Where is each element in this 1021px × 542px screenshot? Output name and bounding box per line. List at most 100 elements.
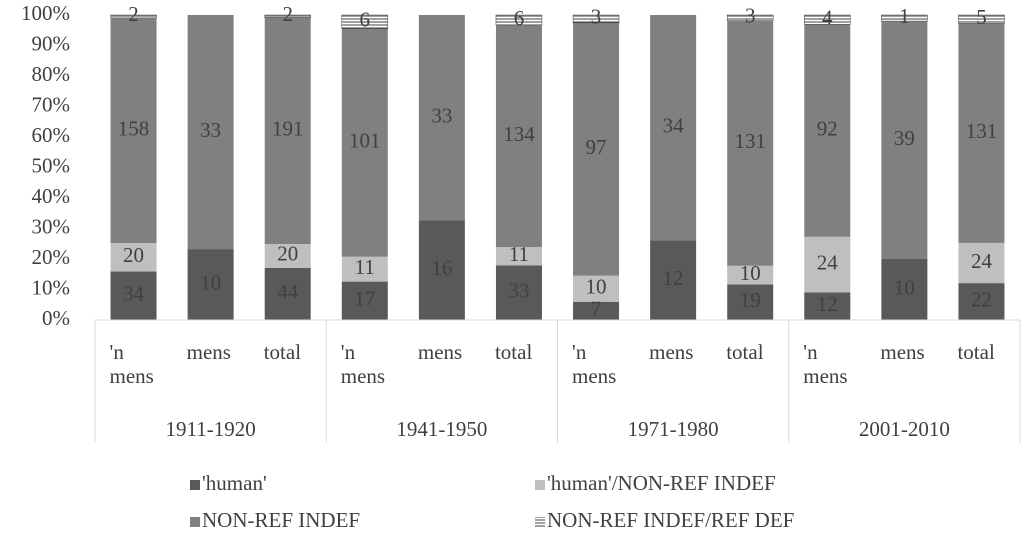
x-tick-label: 'n mens	[109, 340, 154, 388]
bar-segment	[264, 267, 311, 320]
bar-segment	[881, 259, 928, 320]
data-label: 3	[591, 5, 602, 29]
x-tick-label: total	[957, 340, 995, 364]
data-label: 16	[431, 256, 452, 280]
data-label: 10	[740, 261, 761, 285]
bar-segment	[110, 17, 157, 244]
data-label: 5	[976, 5, 987, 29]
bar-segment	[958, 283, 1005, 320]
data-label: 20	[123, 243, 144, 267]
bar-segment	[495, 265, 542, 320]
data-label: 11	[509, 242, 529, 266]
data-label: 34	[663, 114, 685, 138]
bar-segment	[573, 22, 620, 276]
data-label: 7	[591, 297, 602, 321]
data-label: 3	[745, 4, 756, 28]
data-label: 24	[817, 250, 839, 274]
data-label: 33	[200, 118, 221, 142]
legend-label: NON-REF INDEF/REF DEF	[547, 508, 794, 532]
bar-segment	[110, 271, 157, 320]
group-label: 1941-1950	[396, 417, 487, 441]
legend-swatch	[190, 480, 200, 490]
data-label: 158	[118, 116, 150, 140]
bar-segment	[573, 275, 620, 302]
bar-segment	[958, 14, 1005, 24]
legend-label: NON-REF INDEF	[202, 508, 360, 532]
y-tick-label: 50%	[32, 153, 71, 177]
data-label: 33	[508, 278, 529, 302]
data-label: 17	[354, 287, 375, 311]
data-label: 12	[817, 292, 838, 316]
data-label: 33	[431, 104, 452, 128]
bar-segment	[650, 240, 697, 320]
x-tick-label: total	[263, 340, 302, 364]
group-label: 1911-1920	[166, 417, 256, 441]
x-tick-label: 'n mens	[340, 340, 386, 388]
legend-label: 'human'	[202, 471, 267, 495]
bar-segment	[418, 15, 465, 221]
bar-segment	[727, 284, 774, 320]
bar-segment	[187, 15, 234, 250]
data-label: 10	[586, 275, 607, 299]
bar-segment	[727, 20, 774, 266]
bar-segment	[804, 292, 851, 320]
bar-segment	[650, 15, 697, 241]
x-tick-label: 'n mens	[572, 340, 617, 388]
y-tick-label: 40%	[32, 184, 71, 208]
y-tick-label: 20%	[32, 245, 71, 269]
bar-segment	[110, 14, 157, 19]
data-label: 20	[277, 242, 298, 266]
data-label: 6	[514, 6, 525, 30]
y-tick-label: 60%	[32, 123, 71, 147]
data-label: 22	[971, 287, 992, 311]
data-label: 10	[200, 270, 221, 294]
bar-segment	[881, 14, 928, 22]
legend-swatch	[535, 480, 545, 490]
y-tick-label: 30%	[32, 214, 71, 238]
data-label: 39	[894, 126, 915, 150]
data-label: 134	[503, 122, 535, 146]
y-tick-label: 0%	[42, 306, 70, 330]
group-label: 1971-1980	[628, 417, 719, 441]
bar-segment	[495, 14, 543, 26]
bar-segment	[572, 14, 620, 24]
bar-segment	[958, 242, 1005, 284]
data-label: 101	[349, 128, 381, 152]
data-label: 1	[899, 4, 910, 28]
legend-label: 'human'/NON-REF INDEF	[547, 471, 776, 495]
x-tick-label: 'n mens	[803, 340, 848, 388]
bar-segment	[418, 220, 465, 320]
data-label: 2	[128, 2, 139, 26]
bar-segment	[187, 249, 234, 320]
x-tick-label: mens	[417, 340, 463, 364]
bar-segment	[881, 21, 928, 259]
data-label: 6	[360, 8, 371, 32]
y-tick-label: 90%	[32, 31, 71, 55]
bar-segment	[495, 247, 542, 266]
group-label: 2001-2010	[859, 417, 950, 441]
bar-segment	[341, 28, 388, 257]
data-label: 131	[734, 129, 766, 153]
x-tick-label: mens	[880, 340, 925, 364]
bar-segment	[726, 14, 774, 21]
data-label: 44	[277, 280, 299, 304]
bar-segment	[804, 236, 851, 293]
x-tick-label: mens	[186, 340, 231, 364]
data-label: 4	[822, 5, 833, 29]
x-tick-label: total	[494, 340, 533, 364]
bar-segment	[264, 244, 311, 268]
bar-segment	[341, 256, 388, 282]
x-tick-label: mens	[649, 340, 694, 364]
data-label: 2	[282, 2, 293, 26]
data-label: 24	[971, 249, 993, 273]
data-label: 92	[817, 116, 838, 140]
bar-segment	[958, 23, 1005, 243]
bar-segment	[573, 301, 620, 320]
legend-swatch	[190, 517, 200, 527]
y-tick-label: 100%	[21, 1, 70, 25]
bar-segment	[110, 243, 157, 272]
bar-segment	[804, 24, 851, 237]
data-label: 131	[966, 119, 998, 143]
data-label: 34	[123, 282, 145, 306]
